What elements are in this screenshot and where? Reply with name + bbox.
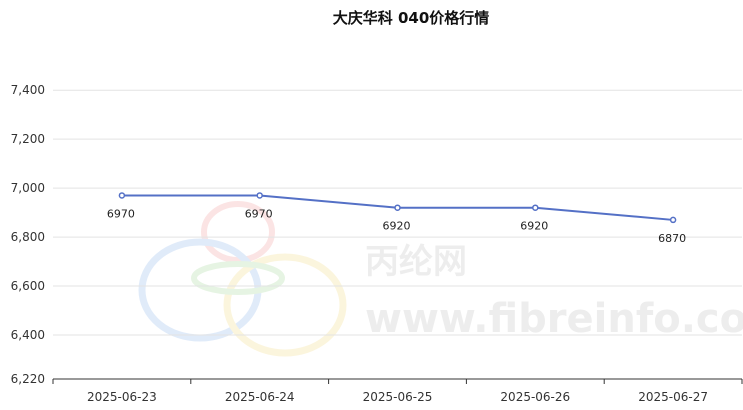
x-tick-label: 2025-06-24 [225, 390, 295, 404]
data-point[interactable] [118, 192, 126, 199]
watermark-logo [138, 201, 347, 357]
data-label: 6920 [520, 220, 548, 233]
y-tick-label: 6,220 [11, 372, 45, 386]
data-labels: 6970 6970 6920 6920 6870 [107, 207, 686, 244]
y-tick-label: 7,000 [11, 181, 45, 195]
y-tick-label: 7,400 [11, 83, 45, 97]
chart-title: 大庆华科 040价格行情 [333, 9, 490, 27]
watermark-name: 丙纶网 [365, 242, 467, 282]
grid-lines [53, 89, 742, 336]
data-point[interactable] [669, 216, 677, 224]
data-label: 6870 [658, 232, 686, 245]
watermark-url: www.fibreinfo.com [365, 296, 743, 342]
x-tick-label: 2025-06-26 [500, 390, 570, 404]
data-label: 6970 [107, 207, 135, 220]
y-axis: 7,400 7,200 7,000 6,800 6,600 6,400 6,220 [11, 83, 45, 386]
data-label: 6970 [245, 207, 273, 220]
y-tick-label: 6,800 [11, 230, 45, 244]
y-tick-label: 7,200 [11, 132, 45, 146]
data-point[interactable] [256, 192, 263, 199]
series-group [118, 192, 677, 224]
data-point[interactable] [532, 204, 539, 211]
x-tick-label: 2025-06-23 [87, 390, 157, 404]
y-tick-label: 6,400 [11, 328, 45, 342]
data-label: 6920 [383, 220, 411, 233]
x-axis: 2025-06-23 2025-06-24 2025-06-25 2025-06-26… [52, 378, 743, 404]
y-tick-label: 6,600 [11, 279, 45, 293]
data-point[interactable] [394, 204, 401, 211]
x-tick-label: 2025-06-25 [363, 390, 433, 404]
x-tick-label: 2025-06-27 [638, 390, 708, 404]
